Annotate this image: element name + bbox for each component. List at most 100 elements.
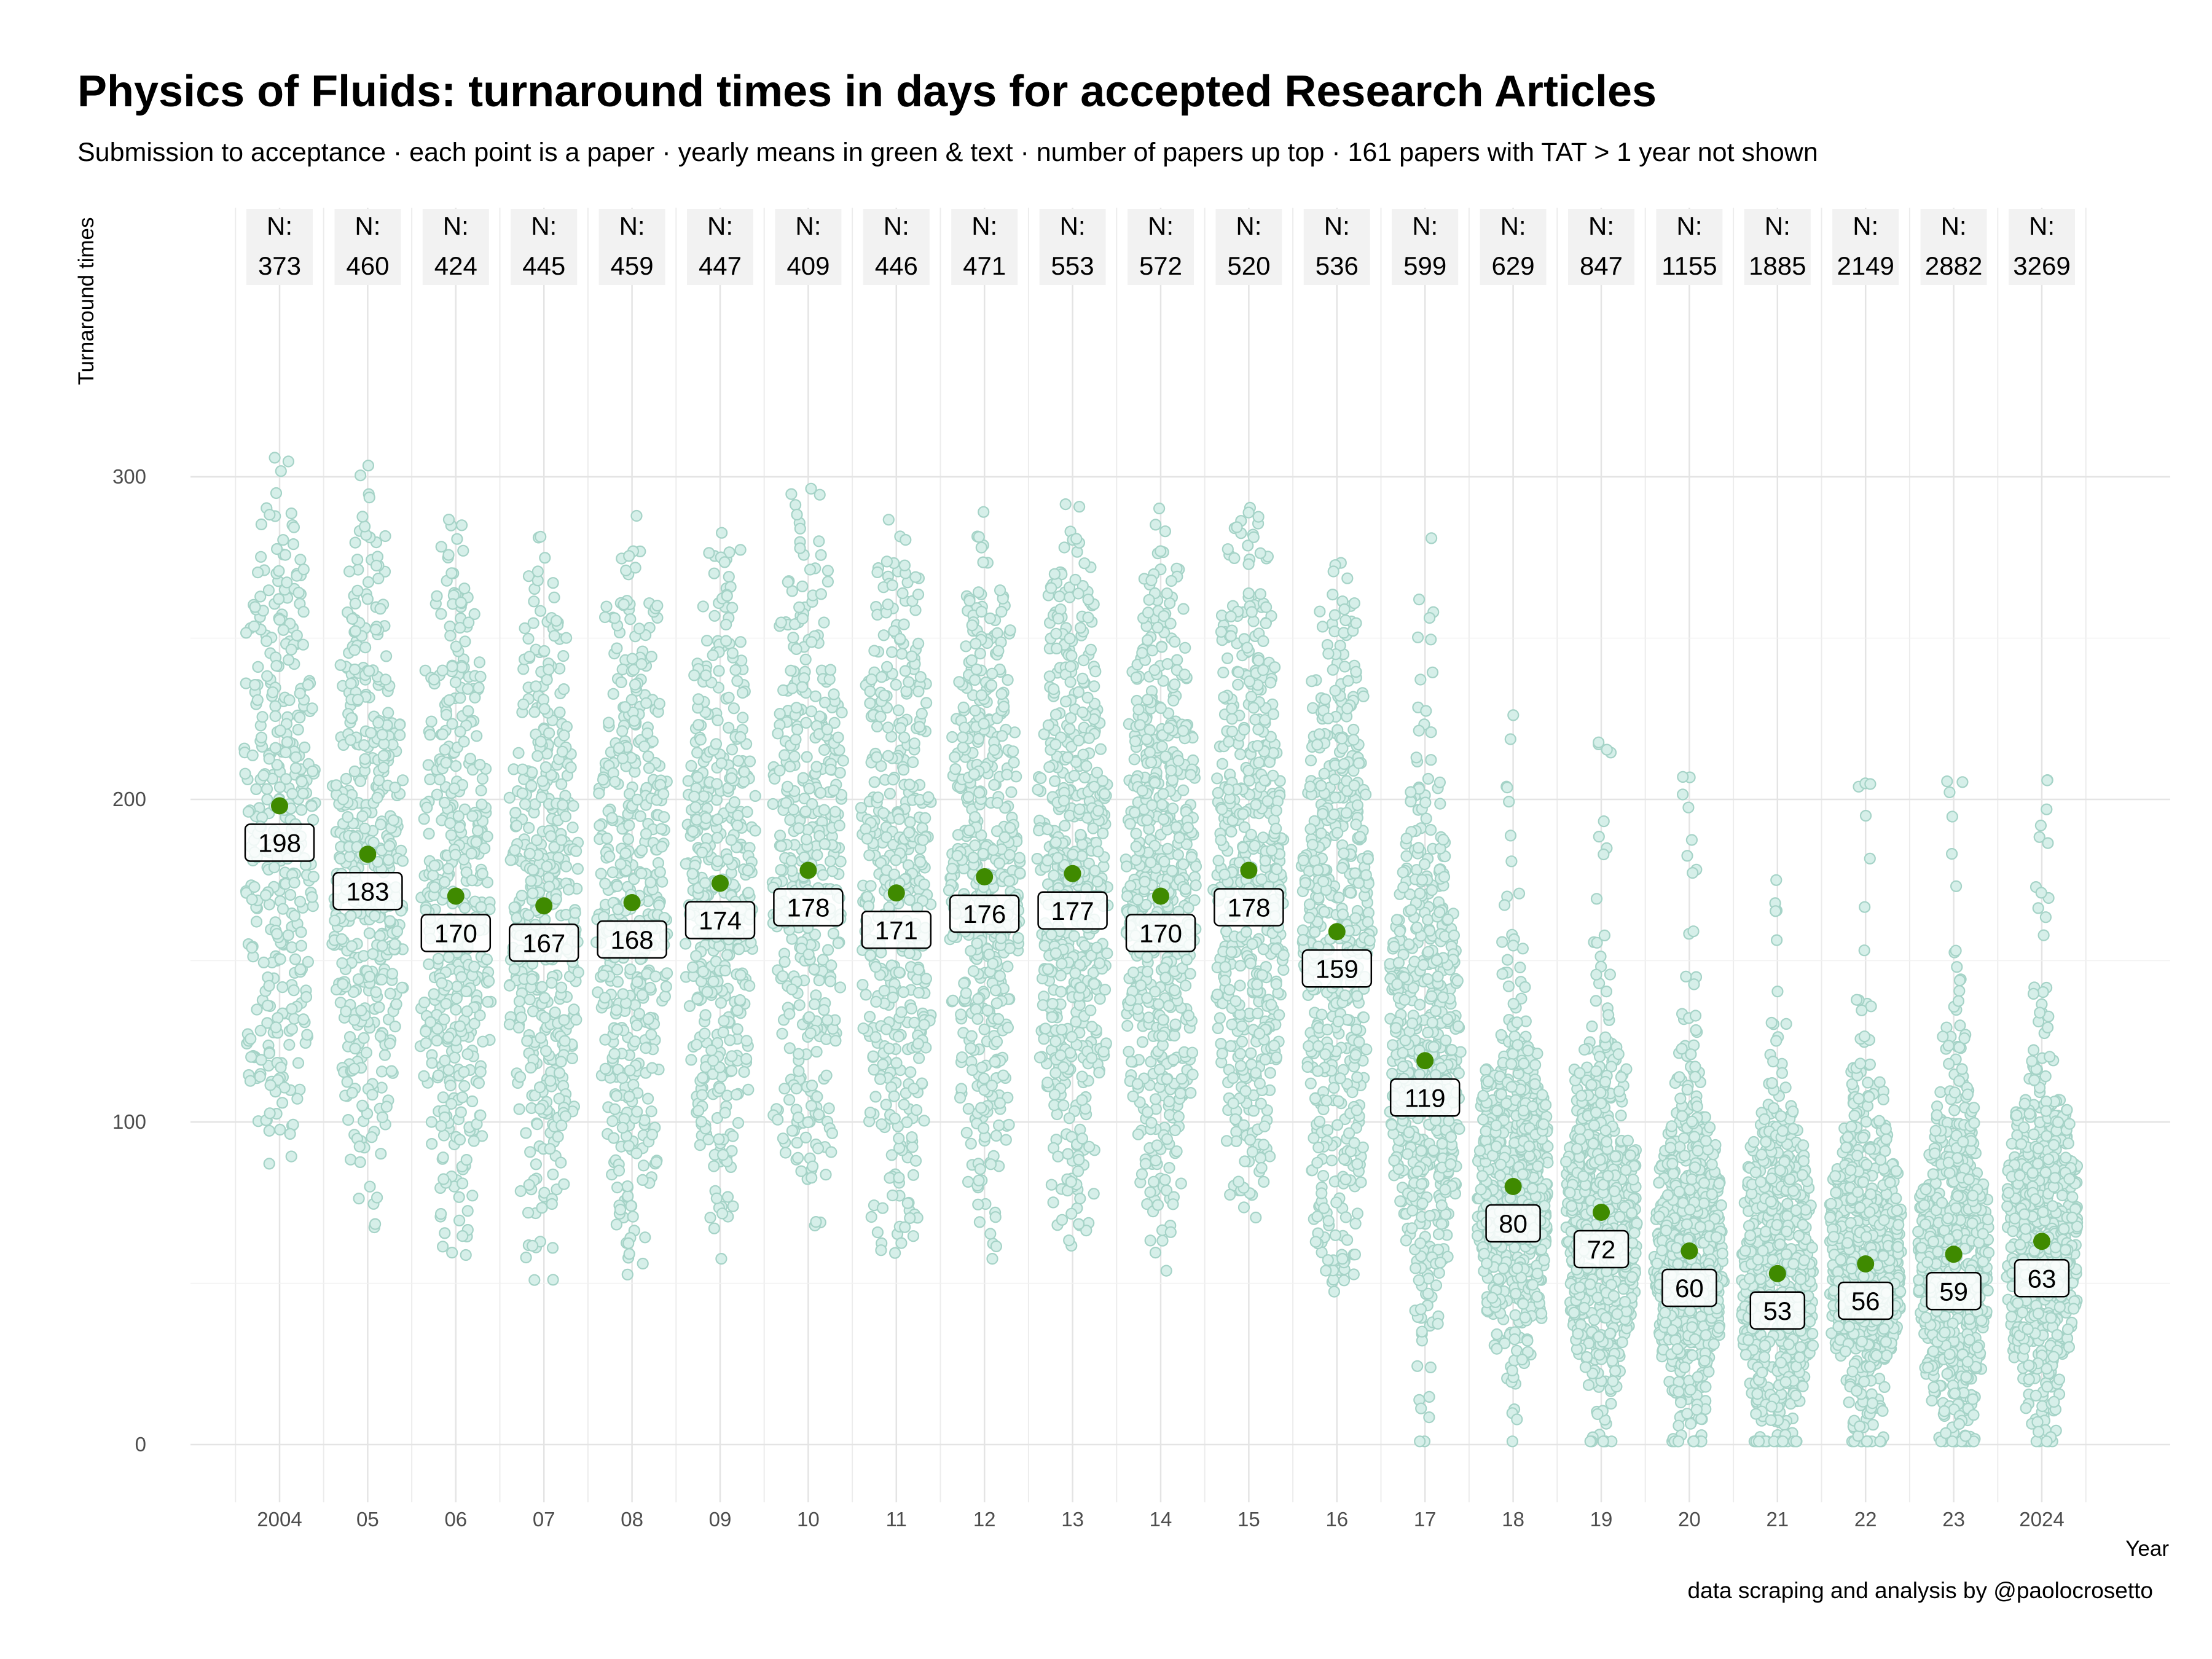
paper-point xyxy=(614,858,627,871)
paper-point xyxy=(972,586,985,598)
paper-point xyxy=(896,587,909,600)
paper-point xyxy=(792,1111,804,1124)
paper-point xyxy=(254,590,267,603)
paper-point xyxy=(897,986,910,998)
paper-point xyxy=(686,868,699,880)
paper-point xyxy=(606,1115,619,1128)
paper-point xyxy=(353,1192,365,1205)
paper-point xyxy=(783,1008,796,1020)
paper-point xyxy=(685,759,697,772)
paper-point xyxy=(284,888,297,901)
paper-point xyxy=(554,706,566,718)
paper-point xyxy=(700,669,712,681)
paper-point xyxy=(876,1118,888,1131)
paper-point xyxy=(870,995,882,1008)
paper-point xyxy=(1084,643,1097,656)
paper-point xyxy=(637,1159,650,1172)
paper-point xyxy=(428,860,441,872)
paper-point xyxy=(458,582,471,595)
paper-point xyxy=(611,1023,624,1036)
paper-point xyxy=(531,565,544,578)
paper-point xyxy=(1062,1148,1074,1160)
paper-point xyxy=(868,776,880,788)
paper-point xyxy=(282,455,294,468)
paper-point xyxy=(893,813,906,825)
paper-point xyxy=(263,1124,275,1137)
paper-point xyxy=(437,1151,449,1164)
paper-point xyxy=(461,683,474,695)
paper-point xyxy=(524,651,536,663)
paper-point xyxy=(334,659,347,672)
paper-point xyxy=(252,661,264,673)
paper-point xyxy=(261,635,273,648)
paper-point xyxy=(610,1218,623,1231)
paper-point xyxy=(954,1091,967,1104)
paper-point xyxy=(367,947,379,960)
paper-point xyxy=(281,576,293,589)
paper-point xyxy=(775,864,787,876)
paper-point xyxy=(375,1065,388,1078)
paper-point xyxy=(446,660,458,673)
paper-point xyxy=(1174,1087,1186,1100)
paper-point xyxy=(743,979,756,992)
paper-point xyxy=(1077,706,1089,718)
paper-point xyxy=(351,693,364,706)
paper-point xyxy=(1144,1186,1156,1198)
paper-point xyxy=(248,880,261,893)
paper-point xyxy=(987,844,1000,856)
paper-point xyxy=(348,1014,361,1026)
paper-point xyxy=(436,728,449,740)
paper-point xyxy=(558,1178,570,1190)
paper-point xyxy=(1038,1033,1050,1045)
paper-point xyxy=(888,1112,901,1124)
paper-point xyxy=(354,1156,366,1169)
paper-point xyxy=(603,850,616,863)
paper-point xyxy=(356,810,369,823)
paper-point xyxy=(616,725,629,737)
paper-point xyxy=(637,1174,649,1186)
paper-point xyxy=(528,595,540,608)
paper-point xyxy=(802,948,815,960)
paper-point xyxy=(992,645,1005,657)
paper-point xyxy=(918,1019,930,1031)
paper-point xyxy=(994,584,1006,597)
paper-point xyxy=(995,932,1007,944)
paper-point xyxy=(289,953,302,965)
paper-point xyxy=(512,1021,525,1034)
paper-point xyxy=(349,1042,361,1055)
paper-point xyxy=(275,465,287,477)
paper-point xyxy=(791,723,804,735)
paper-point xyxy=(428,673,441,686)
paper-point xyxy=(1052,1150,1064,1163)
paper-point xyxy=(653,697,665,710)
paper-point xyxy=(345,712,358,724)
paper-point xyxy=(245,1033,257,1045)
paper-point xyxy=(1049,947,1062,960)
paper-point xyxy=(609,775,621,788)
paper-point xyxy=(997,1069,1010,1081)
paper-point xyxy=(898,559,911,571)
paper-point xyxy=(726,647,739,659)
paper-point xyxy=(420,904,432,916)
paper-point xyxy=(960,987,972,999)
paper-point xyxy=(875,1244,887,1257)
paper-point xyxy=(450,760,462,772)
paper-point xyxy=(442,863,455,875)
paper-point xyxy=(962,791,975,803)
paper-point xyxy=(379,530,391,543)
paper-point xyxy=(538,992,551,1004)
paper-point xyxy=(656,876,669,888)
paper-point xyxy=(742,887,755,899)
paper-point xyxy=(806,1172,818,1184)
paper-point xyxy=(458,1080,471,1092)
paper-point xyxy=(832,937,844,949)
paper-point xyxy=(440,756,452,769)
paper-point xyxy=(726,743,739,756)
paper-point xyxy=(639,1231,651,1244)
paper-point xyxy=(1057,1099,1070,1112)
paper-point xyxy=(880,1023,893,1035)
paper-point xyxy=(1077,748,1089,761)
paper-point xyxy=(1123,1045,1135,1058)
paper-point xyxy=(906,1141,919,1153)
